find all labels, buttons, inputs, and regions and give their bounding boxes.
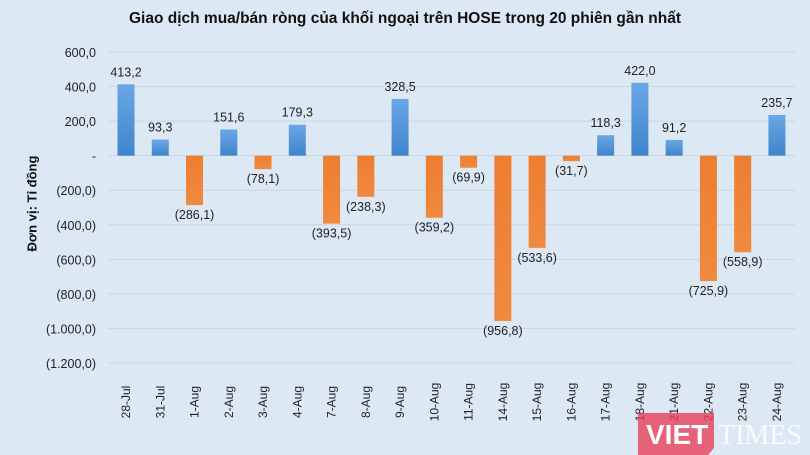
data-label: (286,1) [175,208,215,222]
x-tick-label: 16-Aug [564,383,578,422]
data-label: 413,2 [110,65,141,79]
x-tick-label: 14-Aug [496,383,510,422]
y-tick-label: (600,0) [56,253,96,267]
x-tick-label: 31-Jul [153,386,167,419]
x-tick-label: 7-Aug [325,386,339,418]
bar [357,155,375,197]
data-label: (725,9) [689,284,729,298]
viettimes-watermark-logo: VIET TIMES [638,413,802,455]
data-label: (359,2) [415,221,455,235]
x-tick-label: 9-Aug [393,386,407,418]
bar [288,124,306,156]
bar [254,155,272,170]
bar [494,155,512,321]
data-label: (558,9) [723,255,763,269]
bar [665,139,683,156]
x-tick-label: 24-Aug [770,383,784,422]
data-label: 151,6 [213,110,244,124]
data-label: (69,9) [452,171,485,185]
bar [151,139,169,156]
x-tick-label: 10-Aug [427,383,441,422]
bar [186,155,204,206]
data-label: (956,8) [483,324,523,338]
data-label: (533,6) [517,251,557,265]
x-tick-label: 8-Aug [359,386,373,418]
x-tick-label: 21-Aug [667,383,681,422]
y-tick-label: 600,0 [65,46,96,60]
data-label: (78,1) [247,172,280,186]
data-label: 118,3 [590,116,620,130]
x-tick-label: 15-Aug [530,383,544,422]
bar [768,114,786,156]
data-label: 179,3 [282,106,313,120]
bar [528,155,546,248]
svg-text:TIMES: TIMES [718,420,802,451]
bar [562,155,580,162]
data-label: 328,5 [384,80,415,94]
y-tick-label: 200,0 [65,115,96,129]
x-tick-label: 23-Aug [736,383,750,422]
x-tick-label: 1-Aug [188,386,202,418]
svg-text:VIET: VIET [646,419,708,450]
bar [220,129,238,156]
x-tick-label: 11-Aug [462,383,476,421]
data-label: (238,3) [346,200,386,214]
data-label: (393,5) [312,227,352,241]
bar [699,155,717,282]
x-tick-label: 22-Aug [701,383,715,422]
x-tick-label: 3-Aug [256,386,270,418]
y-tick-label: (200,0) [56,184,96,198]
bar [117,84,135,156]
bar [631,82,649,156]
data-label: 93,3 [148,121,172,135]
data-label: 422,0 [624,64,655,78]
y-tick-label: (800,0) [56,288,96,302]
y-tick-label: (1.000,0) [46,322,96,336]
data-label: 91,2 [662,121,686,135]
bar [460,155,478,168]
bar [391,98,409,156]
bar [597,135,615,156]
y-tick-label: 400,0 [65,81,96,95]
data-label: (31,7) [555,164,588,178]
y-tick-label: (400,0) [56,219,96,233]
x-tick-label: 28-Jul [119,386,133,419]
bar [734,155,752,253]
y-tick-label: (1.200,0) [46,357,96,371]
bar [323,155,341,224]
x-tick-label: 2-Aug [222,386,236,418]
x-tick-label: 4-Aug [290,386,304,418]
data-label: 235,7 [761,96,792,110]
x-tick-label: 18-Aug [633,383,647,422]
y-tick-label: - [92,150,96,164]
chart-title: Giao dịch mua/bán ròng của khối ngoại tr… [128,10,682,27]
x-tick-label: 17-Aug [599,383,613,422]
bar [425,155,443,218]
